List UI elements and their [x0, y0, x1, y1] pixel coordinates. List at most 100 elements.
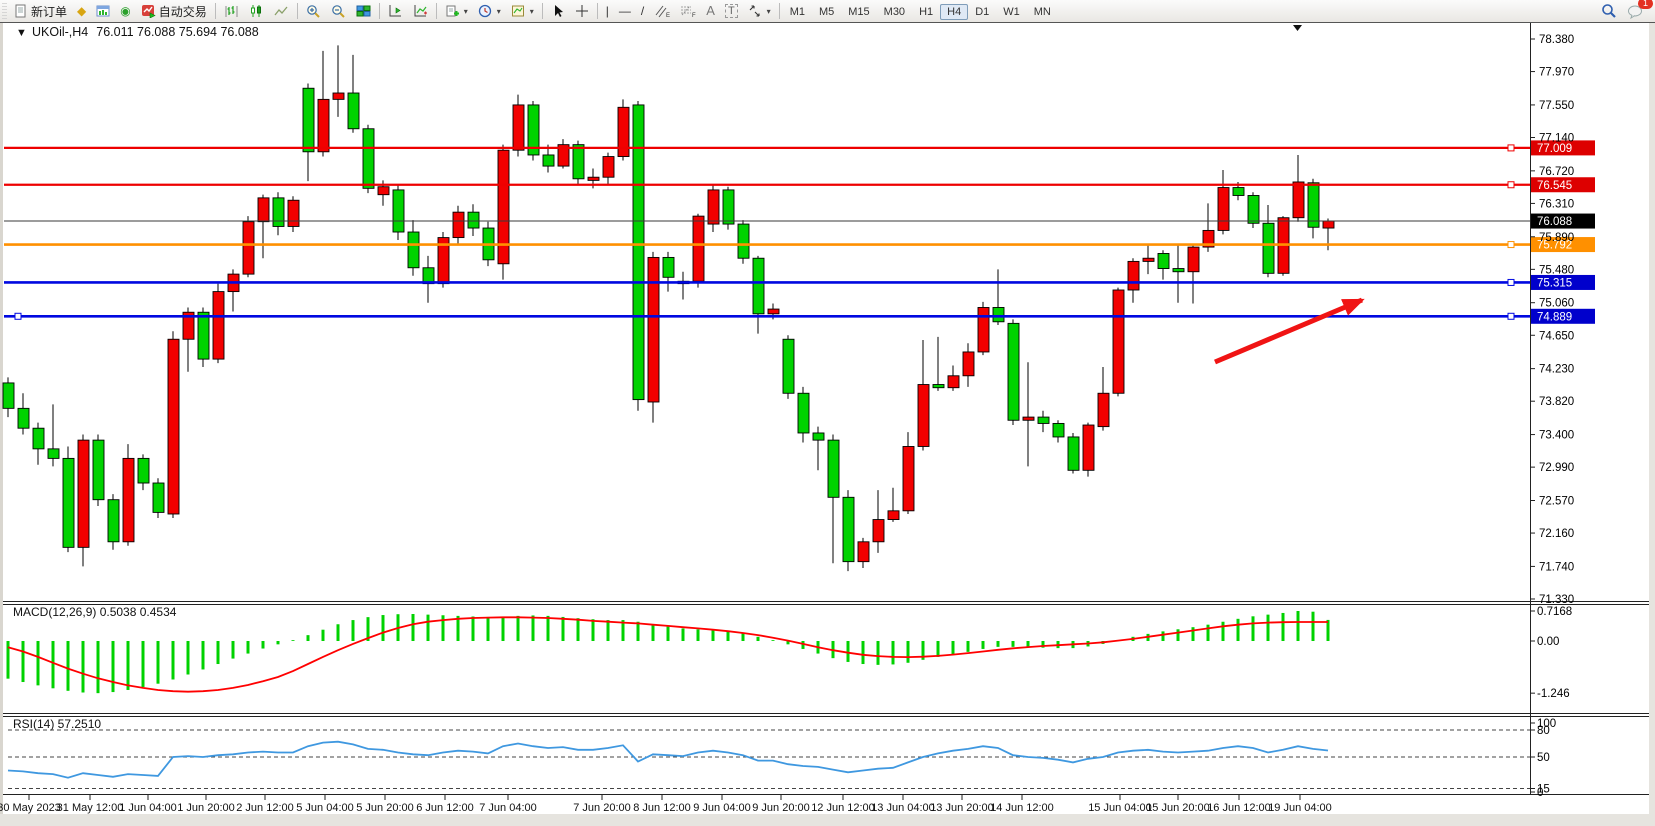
rsi-label: RSI(14) 57.2510	[13, 717, 101, 731]
svg-text:E: E	[666, 13, 670, 18]
macd-label: MACD(12,26,9) 0.5038 0.4534	[13, 605, 177, 619]
macd-pane[interactable]	[6, 610, 1330, 694]
time-tick-label: 5 Jun 20:00	[356, 802, 414, 814]
new-chart-icon	[389, 5, 401, 17]
notifications-button[interactable]: 1	[1622, 0, 1653, 22]
bar-chart-button[interactable]	[219, 1, 244, 22]
search-button[interactable]	[1596, 1, 1622, 22]
label-tool-button[interactable]: T	[720, 1, 743, 22]
zoom-in-button[interactable]	[301, 1, 326, 22]
candle	[317, 98, 330, 153]
cursor-tool-button[interactable]	[546, 1, 570, 22]
tile-windows-button[interactable]	[351, 1, 376, 22]
svg-text:F: F	[692, 13, 696, 18]
chart-caption-marker-icon[interactable]: ▼	[16, 27, 27, 39]
candle	[662, 256, 675, 278]
hline-tool-button[interactable]: —	[614, 1, 636, 22]
candle	[617, 106, 630, 158]
candle	[737, 223, 750, 259]
candle	[1007, 322, 1020, 421]
add-indicator-button[interactable]: ▾	[440, 1, 473, 22]
tf-button-M30[interactable]: M30	[883, 6, 906, 18]
tf-button-W1[interactable]: W1	[1003, 6, 1020, 18]
fibonacci-tool-button[interactable]: F	[675, 1, 701, 22]
auto-trading-label: 自动交易	[158, 4, 207, 19]
candle	[122, 457, 135, 543]
trend-arrow-annotation[interactable]	[1214, 297, 1365, 365]
price-chart-pane[interactable]	[2, 45, 1530, 572]
time-tick-label: 14 Jun 12:00	[990, 802, 1054, 814]
vline-tool-button[interactable]: |	[601, 1, 614, 22]
candle	[797, 392, 810, 434]
price-badge-74.889	[1531, 308, 1595, 324]
tf-button-M5[interactable]: M5	[818, 6, 835, 18]
navigator-button[interactable]: ◉	[115, 1, 135, 22]
line-chart-button[interactable]	[269, 1, 294, 22]
trendline-tool-button[interactable]: /	[636, 1, 649, 22]
candle	[587, 176, 600, 181]
auto-trading-button[interactable]: 自动交易	[136, 1, 212, 22]
hline-handle[interactable]	[1507, 181, 1515, 189]
tf-button-D1[interactable]: D1	[975, 6, 990, 18]
bar-chart-icon	[225, 6, 238, 17]
zoom-out-button[interactable]	[326, 1, 351, 22]
channel-tool-button[interactable]: E	[649, 1, 675, 22]
candle	[842, 496, 855, 563]
candle	[857, 541, 870, 563]
macd-tick-label: 0.00	[1537, 636, 1559, 648]
tf-button-M1[interactable]: M1	[789, 6, 805, 18]
rsi-pane[interactable]	[7, 729, 1530, 789]
hline-handle[interactable]	[1507, 278, 1515, 286]
price-tick-label: 74.230	[1539, 364, 1574, 376]
tf-button-H4[interactable]: H4	[940, 4, 969, 20]
price-tick-label: 78.380	[1539, 34, 1574, 46]
price-badge-75.315	[1531, 274, 1595, 290]
candle	[107, 499, 120, 543]
hline-handle[interactable]	[1507, 144, 1515, 152]
toolbar-separator	[596, 3, 598, 19]
candlestick-chart-button[interactable]	[244, 1, 269, 22]
candle	[707, 189, 720, 225]
tile-windows-icon	[356, 5, 371, 17]
tf-button-MN[interactable]: MN	[1033, 6, 1051, 18]
toolbar-grip[interactable]	[2, 3, 7, 19]
time-tick-label: 5 Jun 04:00	[296, 802, 354, 814]
time-tick-label: 13 Jun 20:00	[930, 802, 994, 814]
candle	[887, 510, 900, 521]
new-chart-button[interactable]	[383, 1, 408, 22]
tf-button-M15[interactable]: M15	[848, 6, 870, 18]
market-watch-icon: ◆	[77, 4, 87, 18]
templates-icon	[511, 5, 524, 17]
candle	[17, 407, 30, 429]
hline-icon: —	[618, 4, 631, 18]
hline-handle[interactable]	[1507, 241, 1515, 249]
price-axis[interactable]: 77.009 76.545 76.088 75.792 75.315 74.889 78.3…	[1530, 34, 1595, 799]
price-tick-label: 76.720	[1539, 166, 1574, 178]
data-window-button[interactable]	[91, 1, 115, 22]
hline-handle[interactable]	[14, 312, 22, 320]
tf-button-H1[interactable]: H1	[919, 6, 934, 18]
time-tick-label: 6 Jun 12:00	[416, 802, 474, 814]
arrows-tool-button[interactable]: ▾	[743, 1, 776, 22]
hline-handle[interactable]	[1507, 312, 1515, 320]
price-tick-label: 75.480	[1539, 264, 1574, 276]
periods-button[interactable]: ▾	[473, 1, 506, 22]
candle	[257, 197, 270, 223]
profiles-button[interactable]	[408, 1, 433, 22]
equidistant-channel-icon: E	[655, 5, 670, 18]
crosshair-tool-button[interactable]	[570, 1, 594, 22]
chart-background	[0, 22, 1655, 826]
candle	[1142, 257, 1155, 262]
candle	[92, 439, 105, 501]
candle	[962, 351, 975, 377]
templates-button[interactable]: ▾	[506, 1, 539, 22]
new-order-icon	[15, 4, 26, 18]
candle	[872, 519, 885, 543]
chart-shift-marker-icon[interactable]	[1293, 25, 1302, 31]
new-order-button[interactable]: 新订单	[9, 1, 72, 22]
market-watch-button[interactable]: ◆	[72, 1, 91, 22]
price-tick-label: 75.890	[1539, 232, 1574, 244]
text-tool-button[interactable]: A	[701, 1, 720, 22]
